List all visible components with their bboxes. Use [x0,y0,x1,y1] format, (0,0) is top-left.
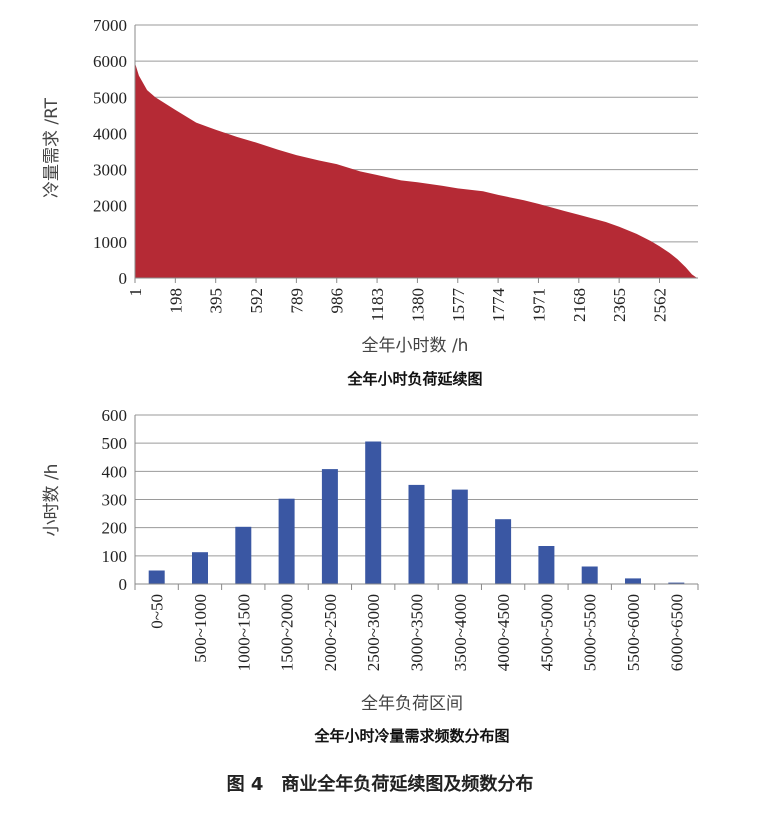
x-axis-title: 全年负荷区间 [361,694,463,714]
y-tick-label: 600 [102,406,128,425]
y-axis-title: 冷量需求 /RT [42,97,62,198]
y-tick-label: 500 [102,434,128,453]
bars [148,441,685,584]
y-tick-label: 7000 [93,16,127,35]
x-tick-label: 4000~4500 [494,594,513,671]
x-tick-label: 2562 [650,288,669,322]
x-tick-labels: 0~50 500~1000 1000~1500 1500~2000 2000~2500 2… [134,584,699,671]
y-tick-label: 0 [119,269,128,288]
bar [235,526,252,584]
bar [365,441,382,584]
x-tick-label: 395 [207,288,226,314]
chart-title: 全年小时冷量需求频数分布图 [313,727,509,745]
y-tick-label: 200 [102,519,128,538]
x-tick-label: 1380 [408,288,427,322]
x-tick-label: 592 [247,288,266,314]
x-tick-label: 4500~5000 [537,594,556,671]
bar [668,582,685,584]
load-duration-area [135,63,698,278]
x-tick-label: 1183 [368,288,387,321]
load-duration-chart: 0 1000 2000 3000 4000 5000 6000 7000 1 198 395 592… [42,16,698,388]
figure-caption: 图 4 商业全年负荷延续图及频数分布 [227,773,534,795]
x-tick-label: 6000~6500 [667,594,686,671]
x-tick-label: 0~50 [148,594,167,629]
x-tick-label: 3500~4000 [451,594,470,671]
y-tick-label: 300 [102,491,128,510]
y-tick-label: 400 [102,462,128,481]
y-tick-label: 0 [119,575,128,594]
x-tick-label: 5000~5500 [581,594,600,671]
x-tick-label: 2168 [570,288,589,322]
x-tick-label: 2000~2500 [321,594,340,671]
chart-title: 全年小时负荷延续图 [346,370,482,388]
y-tick-label: 3000 [93,161,127,180]
bar [495,519,512,584]
x-axis-title: 全年小时数 /h [362,336,469,356]
x-tick-labels: 1 198 395 592 789 986 1183 1380 1577 1774 1971 2168… [126,278,669,322]
x-tick-label: 2500~3000 [364,594,383,671]
x-tick-label: 1500~2000 [278,594,297,671]
x-tick-label: 198 [166,288,185,314]
x-tick-label: 500~1000 [191,594,210,663]
frequency-distribution-chart: 0 100 200 300 400 500 600 0~50 500~1000 1000~150… [42,406,699,745]
x-tick-label: 1774 [489,288,508,323]
bar [321,469,338,584]
bar [148,570,165,584]
bar [625,578,641,584]
x-tick-label: 1 [126,288,145,297]
x-tick-label: 986 [328,288,347,314]
x-tick-label: 5500~6000 [624,594,643,671]
bar [192,552,208,584]
y-axis-title: 小时数 /h [42,464,62,537]
y-tick-label: 4000 [93,124,127,143]
x-tick-label: 3000~3500 [408,594,427,671]
bar [408,484,425,584]
y-tick-label: 2000 [93,197,127,216]
bar [538,546,555,584]
bar [581,566,598,584]
y-tick-label: 5000 [93,88,127,107]
y-tick-labels: 0 1000 2000 3000 4000 5000 6000 7000 [93,16,127,288]
x-tick-label: 2365 [610,288,629,322]
x-tick-label: 1000~1500 [234,594,253,671]
y-tick-label: 1000 [93,233,127,252]
x-tick-label: 1971 [529,288,548,322]
x-tick-label: 789 [287,288,306,314]
y-tick-label: 6000 [93,52,127,71]
y-tick-label: 100 [102,547,128,566]
bar [451,489,468,584]
y-tick-labels: 0 100 200 300 400 500 600 [102,406,128,594]
x-tick-label: 1577 [449,288,468,323]
bar [278,498,295,584]
